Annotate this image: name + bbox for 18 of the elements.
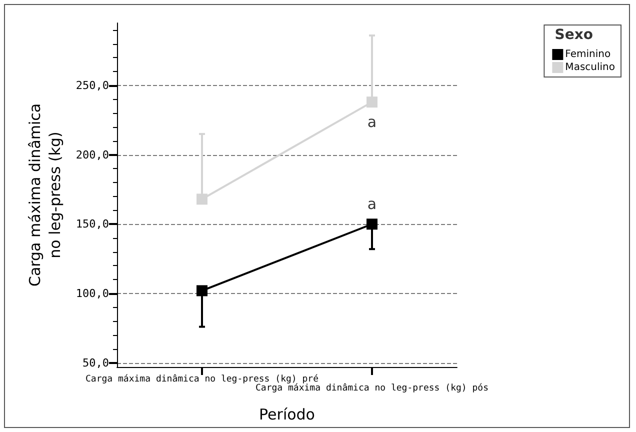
legend-label: Feminino — [565, 49, 611, 60]
annotation: a — [367, 113, 377, 132]
point — [196, 285, 208, 296]
legend-label: Masculino — [565, 62, 616, 73]
x-axis-title: Período — [259, 406, 315, 424]
point — [196, 194, 208, 205]
y-tick-label: 50,0 — [82, 356, 109, 370]
y-tick-label: 250,0 — [76, 78, 109, 92]
y-axis-title: Carga máxima dinâmica no leg-press (kg) — [26, 103, 64, 287]
x-tick-label: Carga máxima dinâmica no leg-press (kg) pós — [256, 382, 488, 394]
annotation: a — [367, 195, 377, 214]
x-tick-label: Carga máxima dinâmica no leg-press (kg) pré — [86, 374, 318, 384]
y-tick-label: 200,0 — [76, 148, 109, 162]
y-tick-label: 150,0 — [76, 218, 109, 231]
y-tick-label: 100,0 — [76, 286, 109, 300]
legend-title: Sexo — [554, 27, 594, 43]
point — [366, 218, 378, 230]
point — [366, 96, 378, 108]
